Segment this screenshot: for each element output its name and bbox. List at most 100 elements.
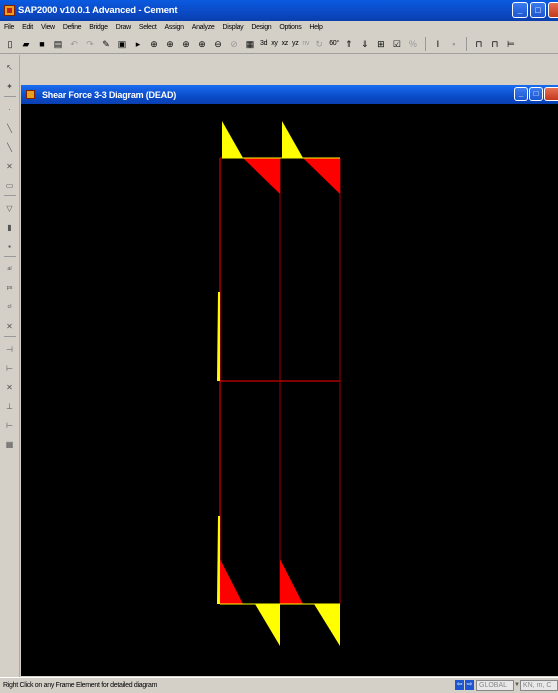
shear-positive-bottom-left[interactable] xyxy=(255,604,280,646)
left-toolbar: ↖ ✦ · ╲ ╲ ✕ ▭ ▽ ▮ ▪ ᵃˡ ᵖˢ ᶜˡ ✕ ⊣ ⊢ ✕ ⊥ ⊢… xyxy=(0,55,20,677)
zoom-previous-icon[interactable]: ⊕ xyxy=(182,38,190,49)
close-button[interactable] xyxy=(548,2,558,18)
intersecting-line-select-icon[interactable]: ✕ xyxy=(6,321,13,331)
diagram-close-button[interactable] xyxy=(544,87,558,101)
pointer-icon[interactable]: ↖ xyxy=(6,62,13,72)
next-arrow-icon[interactable]: ⇨ xyxy=(465,680,474,690)
frame-outline xyxy=(219,157,341,605)
status-message: Right Click on any Frame Element for det… xyxy=(3,682,158,689)
pan-icon[interactable]: ⊘ xyxy=(230,38,238,49)
view-nv-button[interactable]: nv xyxy=(302,39,310,47)
object-shrink-icon[interactable]: ⊞ xyxy=(377,38,385,49)
view-3d-button[interactable]: 3d xyxy=(260,39,268,47)
quick-draw-area-icon[interactable]: ▪ xyxy=(8,241,11,251)
menu-help[interactable]: Help xyxy=(309,24,323,31)
toolbar-separator xyxy=(3,195,16,196)
snap-joints-icon[interactable]: ⊣ xyxy=(6,344,13,354)
shear-negative-bottom-left[interactable] xyxy=(220,559,243,604)
shear-positive-top-left[interactable] xyxy=(222,121,243,158)
refresh-pencil-icon[interactable]: ✎ xyxy=(102,38,110,49)
shear-column-lower[interactable] xyxy=(217,516,220,604)
new-file-icon[interactable]: ▯ xyxy=(7,38,13,49)
undo-icon[interactable]: ↶ xyxy=(70,38,78,49)
grid-view-icon[interactable]: ▦ xyxy=(245,38,255,49)
snap-intersections-icon[interactable]: ✕ xyxy=(6,382,13,392)
snap-perpendicular-icon[interactable]: ⊥ xyxy=(6,401,13,411)
print-icon[interactable]: ▤ xyxy=(53,38,63,49)
rotate-icon[interactable]: ↻ xyxy=(315,38,323,49)
diagram-window-title-bar[interactable]: Shear Force 3-3 Diagram (DEAD) _ □ xyxy=(21,85,558,104)
open-folder-icon[interactable]: ▰ xyxy=(22,38,30,49)
frame-icon[interactable]: ⊓ xyxy=(475,38,483,49)
menu-define[interactable]: Define xyxy=(62,24,82,31)
shear-negative-top-left[interactable] xyxy=(243,158,280,194)
zoom-extents-icon[interactable]: ⊕ xyxy=(166,38,174,49)
snap-lines-icon[interactable]: ⊢ xyxy=(6,420,13,430)
view-xy-button[interactable]: xy xyxy=(271,39,278,47)
main-toolbar: ▯ ▰ ■ ▤ ↶ ↷ ✎ ▣ ▸ ⊕ ⊕ ⊕ ⊕ ⊖ ⊘ ▦ 3d xy xz… xyxy=(0,34,558,54)
text-cursor-icon[interactable]: I xyxy=(436,38,440,49)
view-yz-button[interactable]: yz xyxy=(292,39,299,47)
lock-icon[interactable]: ▣ xyxy=(117,38,127,49)
shear-positive-top-right[interactable] xyxy=(282,121,303,158)
zoom-out-icon[interactable]: ⊖ xyxy=(214,38,222,49)
draw-poly-area-icon[interactable]: ▽ xyxy=(6,203,13,213)
maximize-button[interactable]: □ xyxy=(530,2,546,18)
redo-icon[interactable]: ↷ xyxy=(86,38,94,49)
menu-design[interactable]: Design xyxy=(251,24,272,31)
select-all-icon[interactable]: ᵃˡ xyxy=(7,264,12,274)
menu-view[interactable]: View xyxy=(40,24,55,31)
diagram-maximize-button[interactable]: □ xyxy=(529,87,543,101)
view-xz-button[interactable]: xz xyxy=(281,39,289,47)
zoom-window-icon[interactable]: ⊕ xyxy=(150,38,158,49)
joint-loads-icon[interactable]: ⊨ xyxy=(506,38,515,49)
get-previous-selection-icon[interactable]: ᵖˢ xyxy=(6,283,13,293)
draw-area-icon[interactable]: ▭ xyxy=(5,180,14,190)
set-display-options-icon[interactable]: ☑ xyxy=(392,38,401,49)
perspective-button[interactable]: 60° xyxy=(329,39,339,47)
shear-negative-top-right[interactable] xyxy=(303,158,340,194)
clear-selection-icon[interactable]: ᶜˡ xyxy=(7,302,12,312)
snap-fine-grid-icon[interactable]: ▦ xyxy=(5,439,14,449)
draw-frame-icon[interactable]: ╲ xyxy=(7,123,12,133)
minimize-button[interactable]: _ xyxy=(512,2,528,18)
shear-column-upper[interactable] xyxy=(217,292,220,381)
model-view-canvas[interactable] xyxy=(21,104,558,676)
menu-select[interactable]: Select xyxy=(138,24,157,31)
move-down-icon[interactable]: ⇓ xyxy=(361,38,369,49)
zoom-in-icon[interactable]: ⊕ xyxy=(198,38,206,49)
draw-brace-icon[interactable]: ✕ xyxy=(6,161,13,171)
menu-assign[interactable]: Assign xyxy=(164,24,185,31)
save-icon[interactable]: ■ xyxy=(39,38,45,49)
reshape-icon[interactable]: ✦ xyxy=(6,81,13,91)
diagram-minimize-button[interactable]: _ xyxy=(514,87,528,101)
window-controls: _ □ xyxy=(512,2,558,18)
diagram-window-title: Shear Force 3-3 Diagram (DEAD) xyxy=(42,89,177,100)
draw-joint-icon[interactable]: · xyxy=(8,104,11,114)
menu-draw[interactable]: Draw xyxy=(115,24,131,31)
menu-options[interactable]: Options xyxy=(279,24,302,31)
chevron-down-icon[interactable]: ▼ xyxy=(514,682,520,688)
units-select[interactable]: KN, m, C xyxy=(520,680,558,691)
menu-analyze[interactable]: Analyze xyxy=(191,24,215,31)
run-analysis-icon[interactable]: ▸ xyxy=(135,38,141,49)
snap-ends-icon[interactable]: ⊢ xyxy=(6,363,13,373)
toolbar-separator xyxy=(465,36,467,51)
menu-file[interactable]: File xyxy=(4,24,15,31)
shear-positive-bottom-right[interactable] xyxy=(314,604,340,646)
diagram-window-icon[interactable] xyxy=(26,90,35,99)
shear-negative-bottom-right[interactable] xyxy=(280,559,303,604)
sap2000-app-icon[interactable] xyxy=(4,5,15,16)
move-up-icon[interactable]: ⇑ xyxy=(345,38,353,49)
prev-arrow-icon[interactable]: ⇦ xyxy=(455,680,464,690)
percent-icon[interactable]: % xyxy=(408,38,417,49)
menu-display[interactable]: Display xyxy=(222,24,244,31)
app-title-bar[interactable]: SAP2000 v10.0.1 Advanced - Cement _ □ xyxy=(0,0,558,21)
portal-frame-icon[interactable]: ⊓ xyxy=(491,38,499,49)
coordinate-system-select[interactable]: GLOBAL xyxy=(476,680,514,691)
quick-draw-frame-icon[interactable]: ╲ xyxy=(7,142,12,152)
menu-edit[interactable]: Edit xyxy=(22,24,33,31)
select-icon[interactable]: ▪ xyxy=(452,38,456,49)
menu-bridge[interactable]: Bridge xyxy=(89,24,108,31)
draw-rect-area-icon[interactable]: ▮ xyxy=(7,222,12,232)
